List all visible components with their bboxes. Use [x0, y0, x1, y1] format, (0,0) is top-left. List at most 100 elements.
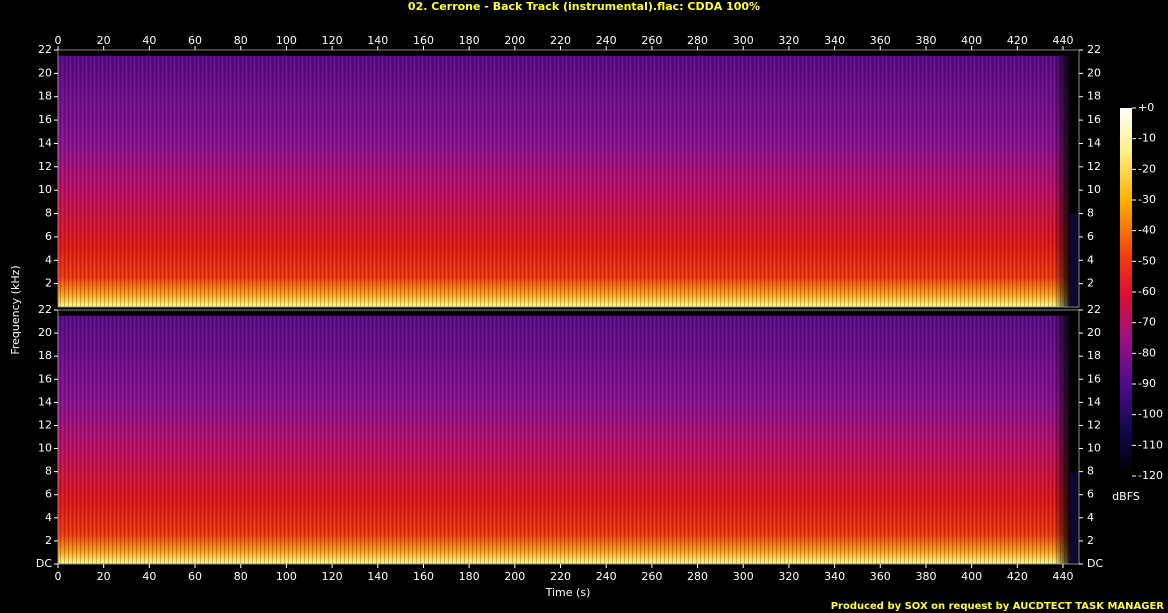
x-tick-label: 200	[504, 570, 525, 583]
x-tick-label: 80	[234, 570, 248, 583]
x-tick-label: 140	[367, 570, 388, 583]
y-tick-label: 20	[1087, 66, 1101, 79]
y-tick-label: 18	[38, 90, 52, 103]
y-tick-label: 10	[1087, 442, 1101, 455]
y-tick-label: 20	[38, 326, 52, 339]
y-tick-label: 14	[38, 395, 52, 408]
colorbar-tick-label: +0	[1138, 101, 1154, 114]
panel-frame	[57, 309, 1080, 565]
x-axis-label: Time (s)	[545, 586, 591, 599]
x-tick-label: 260	[641, 34, 662, 47]
x-tick-label: 0	[55, 34, 62, 47]
y-tick-label: 22	[1087, 303, 1101, 316]
y-tick-label: 22	[38, 43, 52, 56]
x-tick-label: 300	[733, 570, 754, 583]
spectrogram-texture	[58, 55, 1070, 307]
spectrogram-texture	[58, 315, 1070, 564]
y-tick-label: 20	[1087, 326, 1101, 339]
colorbar-tick-label: -10	[1138, 132, 1156, 145]
y-tick-label: DC	[1087, 557, 1103, 570]
x-tick-label: 280	[687, 570, 708, 583]
y-tick-label: 8	[45, 207, 52, 220]
y-tick-label: 2	[1087, 277, 1094, 290]
colorbar-tick-label: -100	[1138, 408, 1163, 421]
x-tick-label: 140	[367, 34, 388, 47]
x-tick-label: 260	[641, 570, 662, 583]
x-tick-label: 60	[188, 34, 202, 47]
x-tick-label: 120	[322, 570, 343, 583]
x-tick-label: 40	[142, 34, 156, 47]
y-tick-label: 12	[1087, 418, 1101, 431]
x-tick-label: 100	[276, 570, 297, 583]
x-tick-label: 160	[413, 34, 434, 47]
x-tick-label: 420	[1007, 570, 1028, 583]
footer-note: Produced by SOX on request by AUCDTECT T…	[831, 601, 1165, 612]
y-tick-label: 2	[45, 277, 52, 290]
y-tick-label: 10	[38, 442, 52, 455]
y-tick-label: 12	[1087, 160, 1101, 173]
x-tick-label: 340	[824, 34, 845, 47]
x-tick-label: 100	[276, 34, 297, 47]
x-tick-label: 320	[778, 34, 799, 47]
y-tick-label: 16	[38, 113, 52, 126]
x-tick-label: 120	[322, 34, 343, 47]
y-tick-label: 10	[38, 183, 52, 196]
y-tick-label: 6	[45, 488, 52, 501]
colorbar-tick-label: -80	[1138, 346, 1156, 359]
x-tick-label: 400	[961, 34, 982, 47]
y-tick-label: 6	[1087, 230, 1094, 243]
y-tick-label: 22	[38, 303, 52, 316]
x-tick-label: 380	[915, 570, 936, 583]
y-tick-label: 14	[1087, 136, 1101, 149]
y-tick-label: 16	[38, 372, 52, 385]
colorbar-tick-label: -90	[1138, 377, 1156, 390]
y-tick-label: DC	[36, 557, 52, 570]
y-tick-label: 8	[1087, 465, 1094, 478]
y-tick-label: 4	[45, 511, 52, 524]
y-tick-label: 4	[1087, 253, 1094, 266]
colorbar-tick-label: -110	[1138, 438, 1163, 451]
y-tick-label: 6	[45, 230, 52, 243]
y-tick-label: 8	[1087, 207, 1094, 220]
colorbar-tick-label: -20	[1138, 162, 1156, 175]
y-tick-label: 18	[38, 349, 52, 362]
x-tick-label: 60	[188, 570, 202, 583]
y-tick-label: 14	[1087, 395, 1101, 408]
y-tick-label: 8	[45, 465, 52, 478]
y-tick-label: 4	[45, 253, 52, 266]
x-tick-label: 180	[459, 570, 480, 583]
y-tick-label: 12	[38, 418, 52, 431]
colorbar-tick-label: -50	[1138, 254, 1156, 267]
spectrogram-tail	[1069, 471, 1079, 564]
x-tick-label: 320	[778, 570, 799, 583]
x-tick-label: 240	[596, 34, 617, 47]
x-tick-label: 220	[550, 570, 571, 583]
x-tick-label: 380	[915, 34, 936, 47]
y-tick-label: 10	[1087, 183, 1101, 196]
panel-frame	[57, 49, 1080, 308]
x-tick-label: 360	[870, 34, 891, 47]
colorbar	[1120, 108, 1132, 476]
x-tick-label: 440	[1053, 34, 1074, 47]
colorbar-tick-label: -30	[1138, 193, 1156, 206]
y-tick-label: 16	[1087, 372, 1101, 385]
x-tick-label: 220	[550, 34, 571, 47]
colorbar-label: dBFS	[1112, 490, 1140, 503]
chart-title: 02. Cerrone - Back Track (instrumental).…	[408, 0, 760, 13]
x-tick-label: 420	[1007, 34, 1028, 47]
y-tick-label: 16	[1087, 113, 1101, 126]
x-tick-label: 0	[55, 570, 62, 583]
x-tick-label: 80	[234, 34, 248, 47]
x-tick-label: 20	[97, 34, 111, 47]
x-tick-label: 300	[733, 34, 754, 47]
y-tick-label: 12	[38, 160, 52, 173]
x-tick-label: 160	[413, 570, 434, 583]
x-tick-label: 280	[687, 34, 708, 47]
y-tick-label: 6	[1087, 488, 1094, 501]
y-tick-label: 18	[1087, 90, 1101, 103]
y-tick-label: 18	[1087, 349, 1101, 362]
spectrogram-fade	[1053, 55, 1071, 307]
x-tick-label: 400	[961, 570, 982, 583]
y-tick-label: 20	[38, 66, 52, 79]
